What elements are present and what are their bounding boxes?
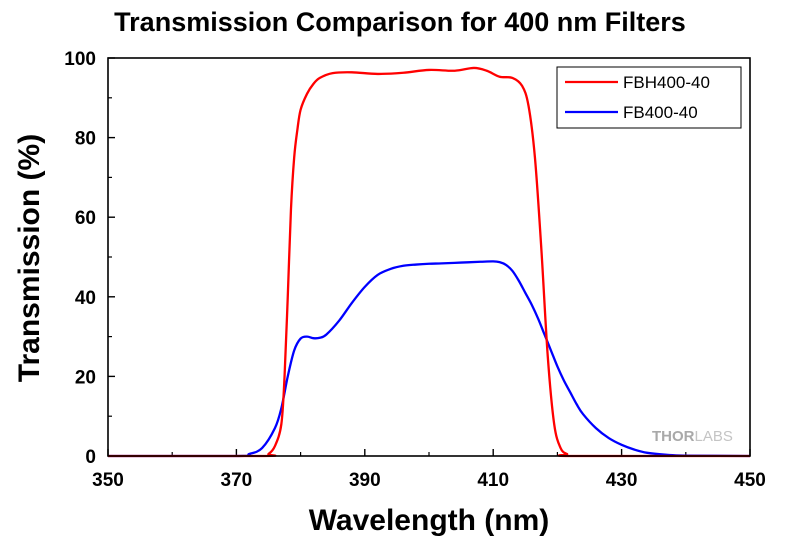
y-tick-label-60: 60: [75, 208, 96, 229]
thorlabs-watermark: THORLABS: [652, 428, 733, 445]
watermark-thor: THOR: [652, 428, 695, 445]
legend-label-fbh400-40: FBH400-40: [623, 73, 710, 92]
x-axis-title: Wavelength (nm): [309, 504, 550, 537]
y-tick-label-40: 40: [75, 288, 96, 309]
series-line-fb400-40: [108, 260, 751, 458]
plot-layer: 350 370 390 410 430 450 0 20 40 60 80 100: [64, 49, 766, 491]
plot-frame: [107, 57, 751, 457]
legend-label-fb400-40: FB400-40: [623, 103, 698, 122]
legend-box: [556, 66, 742, 129]
y-tick-label-100: 100: [64, 49, 96, 70]
svg-text:THORLABS: THORLABS: [652, 428, 733, 445]
y-axis-title: Transmission (%): [13, 134, 46, 382]
x-tick-label-390: 390: [349, 470, 381, 491]
x-tick-label-370: 370: [221, 470, 253, 491]
y-tick-label-0: 0: [85, 447, 96, 468]
x-tick-label-410: 410: [477, 470, 509, 491]
watermark-labs: LABS: [695, 428, 733, 445]
legend: FBH400-40 FB400-40: [556, 66, 742, 129]
x-tick-label-450: 450: [734, 470, 766, 491]
chart-title: Transmission Comparison for 400 nm Filte…: [114, 7, 686, 37]
series-line-fbh400-40: [108, 66, 750, 458]
y-tick-label-20: 20: [75, 367, 96, 388]
x-tick-label-430: 430: [606, 470, 638, 491]
y-tick-label-80: 80: [75, 129, 96, 150]
x-tick-label-350: 350: [92, 470, 124, 491]
